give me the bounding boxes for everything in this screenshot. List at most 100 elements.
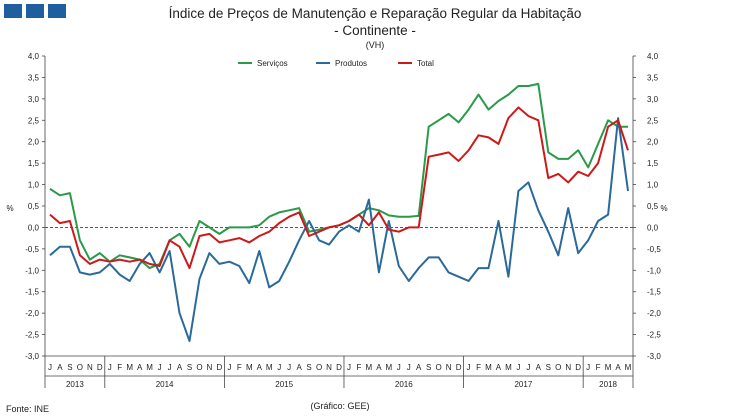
x-month-label: J <box>526 363 530 372</box>
y-tick-label-right: 1,5 <box>647 159 659 168</box>
x-month-label: O <box>196 363 202 372</box>
x-month-label: J <box>347 363 351 372</box>
x-month-label: J <box>227 363 231 372</box>
x-month-label: M <box>266 363 273 372</box>
ine-logo <box>4 4 66 18</box>
y-tick-label-left: 3,0 <box>28 95 40 104</box>
x-month-label: J <box>108 363 112 372</box>
x-month-label: A <box>496 363 502 372</box>
y-tick-label-right: 2,5 <box>647 116 659 125</box>
x-month-label: M <box>505 363 512 372</box>
y-tick-label-left: 4,0 <box>28 52 40 61</box>
x-month-label: S <box>546 363 551 372</box>
legend-label-produtos: Produtos <box>335 59 367 68</box>
y-tick-label-left: -1,0 <box>25 266 39 275</box>
x-month-label: J <box>407 363 411 372</box>
x-month-label: J <box>287 363 291 372</box>
chart-subtitle: (VH) <box>365 40 385 50</box>
y-tick-label-right: -3,0 <box>647 352 661 361</box>
y-tick-label-right: 0,5 <box>647 202 659 211</box>
y-axis-label-left: % <box>6 204 13 213</box>
x-year-label: 2016 <box>395 380 413 389</box>
y-tick-label-left: 2,0 <box>28 138 40 147</box>
y-tick-label-left: 2,5 <box>28 116 40 125</box>
x-month-label: N <box>326 363 332 372</box>
x-month-label: N <box>87 363 93 372</box>
x-month-label: J <box>586 363 590 372</box>
source-note: Fonte: INE <box>6 404 50 414</box>
logo-block-1 <box>4 4 22 18</box>
y-tick-label-right: 3,0 <box>647 95 659 104</box>
chart-title-line2: - Continente - <box>334 23 416 38</box>
x-month-label: J <box>277 363 281 372</box>
x-month-label: F <box>476 363 481 372</box>
y-tick-label-left: 1,5 <box>28 159 40 168</box>
y-tick-label-left: -1,5 <box>25 288 39 297</box>
y-tick-label-right: 2,0 <box>647 138 659 147</box>
x-month-label: D <box>97 363 103 372</box>
series-line-produtos <box>49 117 629 342</box>
x-year-label: 2015 <box>275 380 293 389</box>
y-tick-label-right: 3,5 <box>647 73 659 82</box>
y-tick-label-left: -2,5 <box>25 331 39 340</box>
x-month-label: M <box>485 363 492 372</box>
logo-block-2 <box>26 4 44 18</box>
x-month-label: S <box>187 363 192 372</box>
x-month-label: M <box>126 363 133 372</box>
x-month-label: A <box>416 363 422 372</box>
x-month-label: J <box>516 363 520 372</box>
y-tick-label-right: 4,0 <box>647 52 659 61</box>
logo-block-3 <box>48 4 66 18</box>
x-month-label: M <box>385 363 392 372</box>
x-month-label: A <box>177 363 183 372</box>
x-month-label: M <box>246 363 253 372</box>
x-month-label: N <box>446 363 452 372</box>
x-month-label: S <box>426 363 431 372</box>
y-tick-label-left: -2,0 <box>25 309 39 318</box>
x-month-label: F <box>596 363 601 372</box>
y-tick-label-left: -0,5 <box>25 245 39 254</box>
x-month-label: O <box>77 363 83 372</box>
y-axis-label-right: % <box>660 204 667 213</box>
x-month-label: F <box>117 363 122 372</box>
x-month-label: A <box>615 363 621 372</box>
x-month-label: S <box>306 363 311 372</box>
y-tick-label-left: 3,5 <box>28 73 40 82</box>
x-month-label: M <box>625 363 632 372</box>
y-tick-label-right: -2,0 <box>647 309 661 318</box>
x-month-label: J <box>48 363 52 372</box>
series-line-total <box>49 106 629 270</box>
y-tick-label-right: 0,0 <box>647 223 659 232</box>
x-month-label: A <box>257 363 263 372</box>
y-tick-label-left: 0,5 <box>28 202 40 211</box>
x-month-label: A <box>296 363 302 372</box>
x-month-label: M <box>366 363 373 372</box>
series-line-servicos <box>49 82 628 270</box>
x-month-label: N <box>565 363 571 372</box>
y-tick-label-right: -1,5 <box>647 288 661 297</box>
x-month-label: A <box>536 363 542 372</box>
x-month-label: S <box>67 363 72 372</box>
x-year-label: 2018 <box>599 380 617 389</box>
x-month-label: O <box>316 363 322 372</box>
y-tick-label-left: -3,0 <box>25 352 39 361</box>
legend-label-servicos: Serviços <box>257 59 288 68</box>
x-month-label: D <box>575 363 581 372</box>
x-month-label: D <box>217 363 223 372</box>
x-month-label: D <box>456 363 462 372</box>
x-month-label: M <box>146 363 153 372</box>
x-year-label: 2013 <box>66 380 84 389</box>
y-tick-label-right: -0,5 <box>647 245 661 254</box>
x-month-label: M <box>605 363 612 372</box>
x-month-label: D <box>336 363 342 372</box>
x-month-label: F <box>237 363 242 372</box>
x-month-label: J <box>397 363 401 372</box>
y-tick-label-right: -2,5 <box>647 331 661 340</box>
x-month-label: A <box>376 363 382 372</box>
x-month-label: O <box>555 363 561 372</box>
x-month-label: O <box>436 363 442 372</box>
y-tick-label-left: 1,0 <box>28 181 40 190</box>
x-month-label: J <box>158 363 162 372</box>
x-month-label: J <box>168 363 172 372</box>
